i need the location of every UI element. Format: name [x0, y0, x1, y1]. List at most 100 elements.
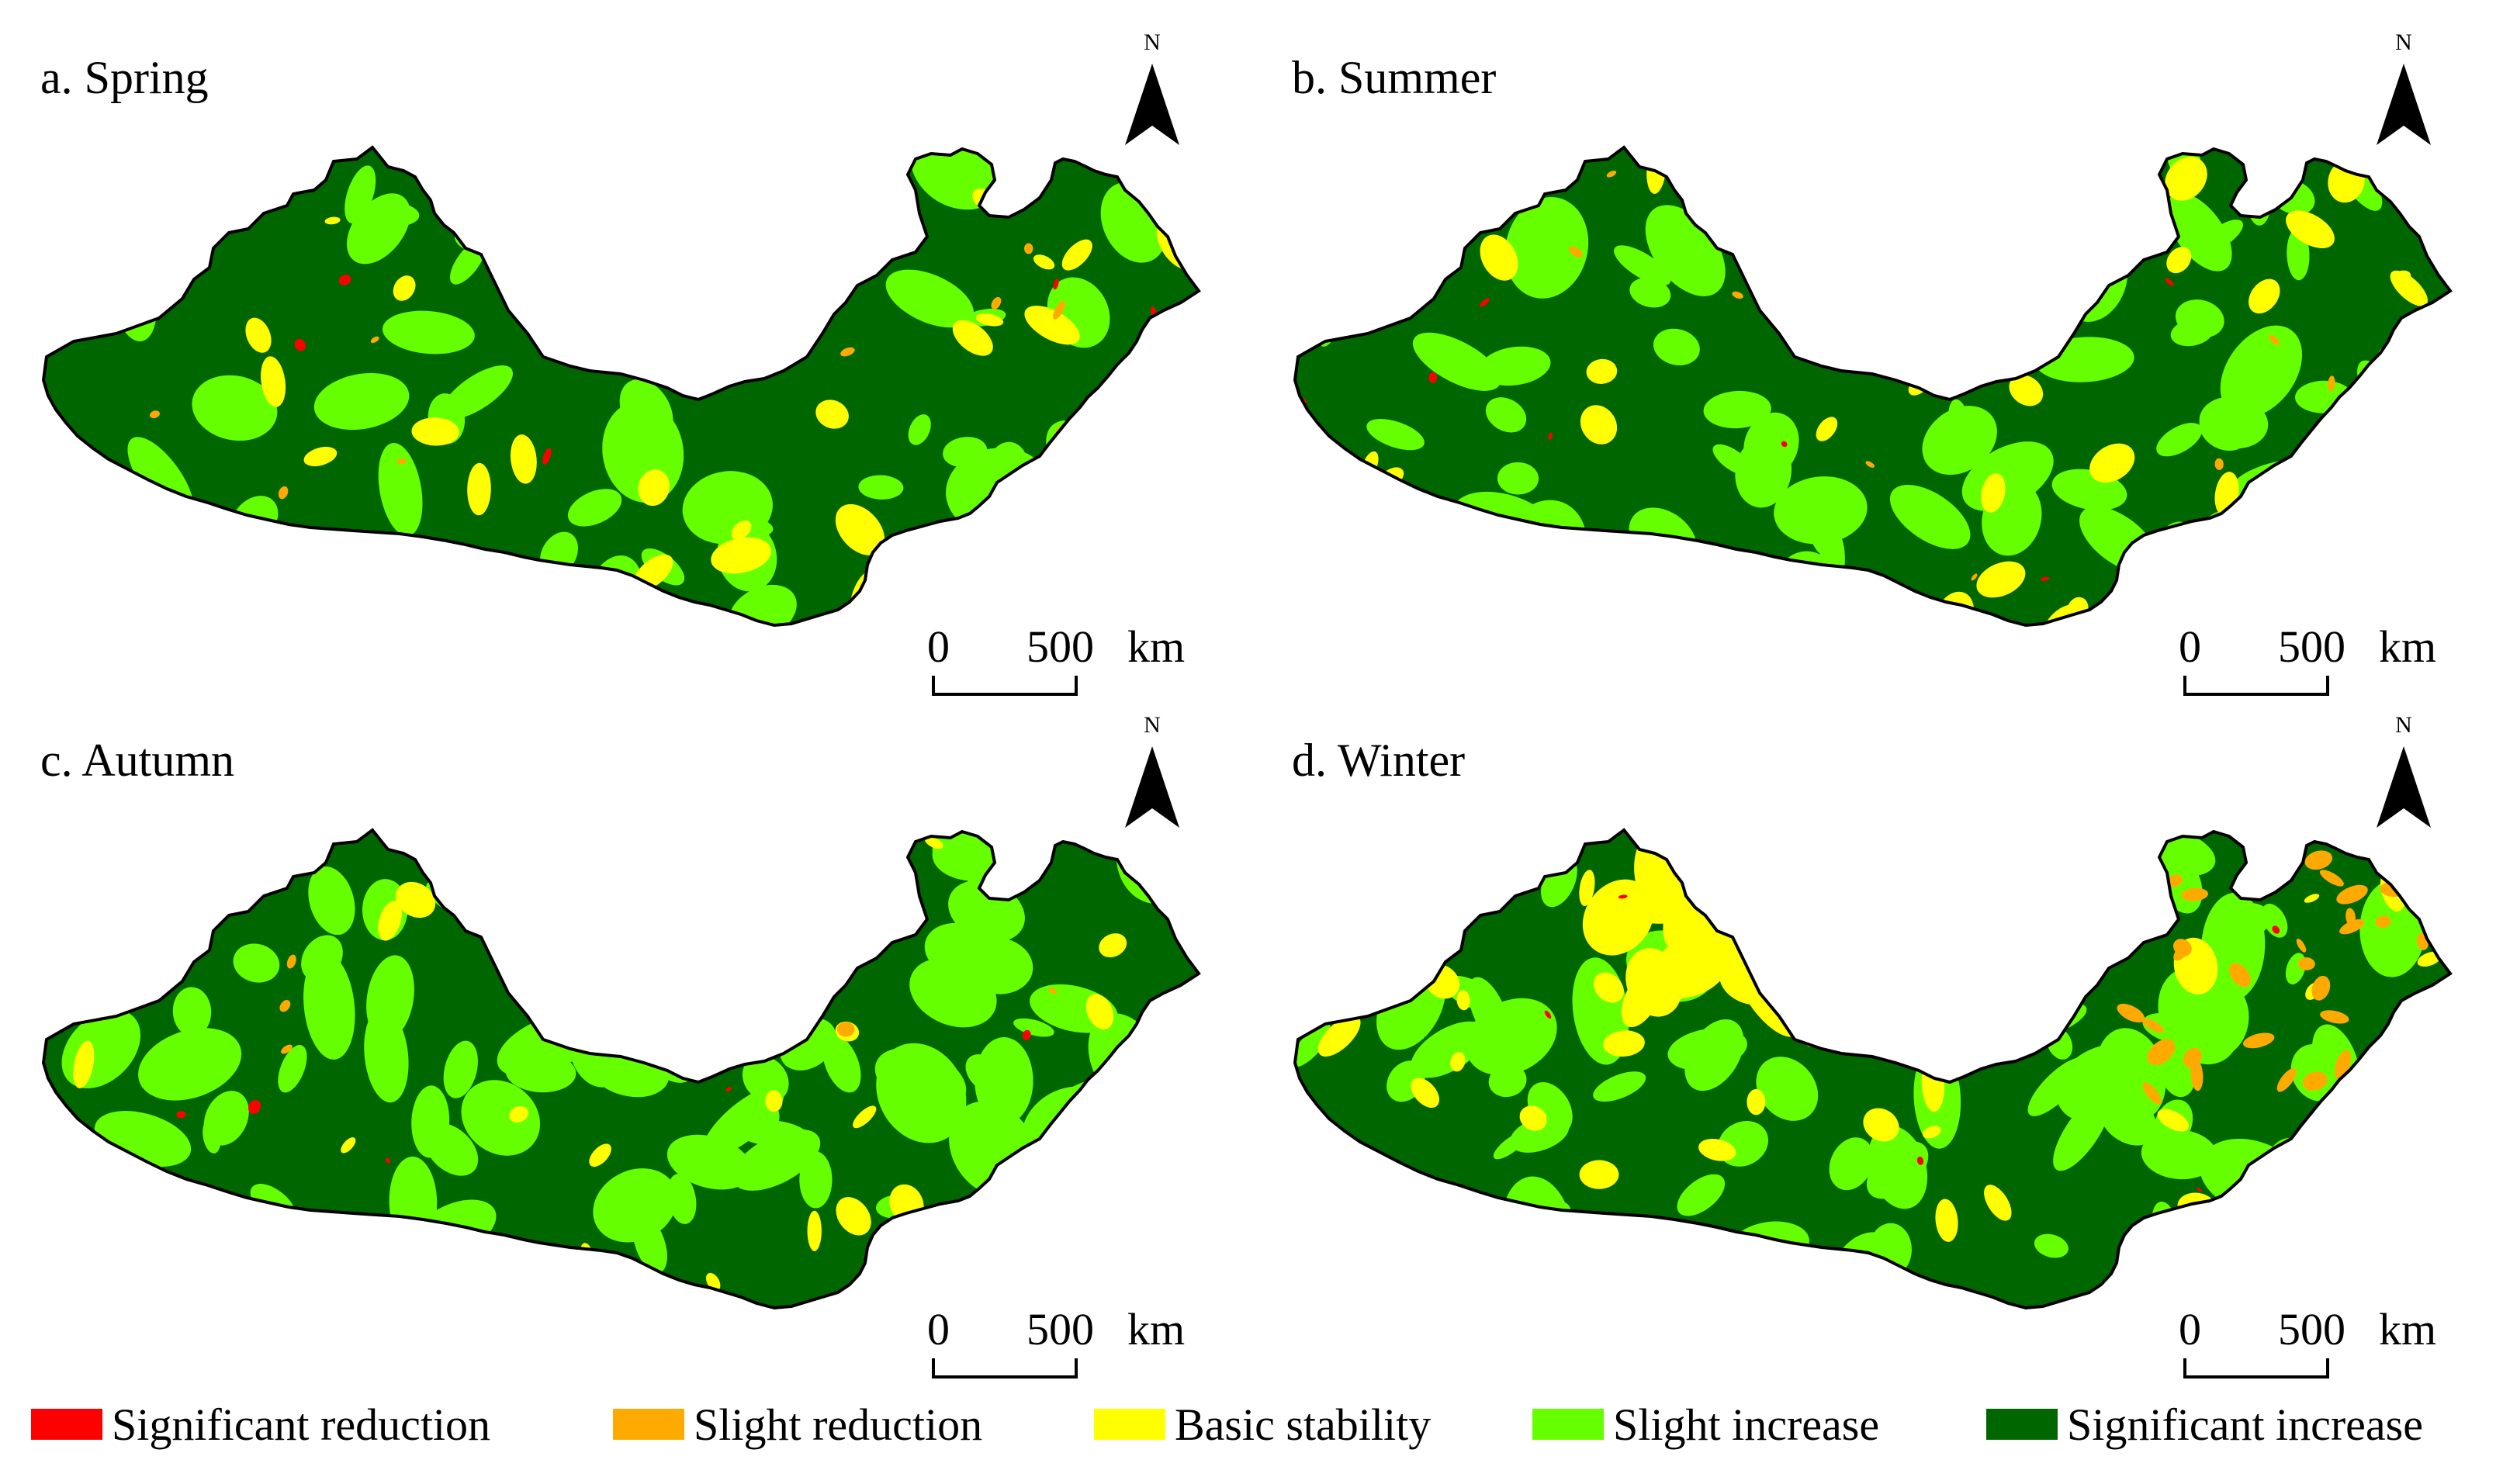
- patch-slight-reduction: [2067, 254, 2082, 268]
- panel-title: d. Winter: [1292, 735, 1466, 786]
- patch-slight-increase: [1988, 1019, 2017, 1046]
- patch-basic-stability: [411, 417, 459, 446]
- patch-basic-stability: [1519, 1105, 1547, 1131]
- patch-basic-stability: [1443, 1281, 1472, 1308]
- patch-slight-increase: [119, 905, 151, 943]
- patch-slight-increase: [1627, 555, 1699, 625]
- legend-swatch: [1986, 1409, 2058, 1440]
- patch-slight-reduction: [108, 1163, 116, 1172]
- legend-label: Significant reduction: [112, 1399, 491, 1450]
- patch-slight-increase: [1056, 1144, 1131, 1186]
- patch-significant-reduction: [74, 939, 85, 951]
- patch-slight-increase: [1465, 998, 1557, 1076]
- patch-slight-reduction: [2426, 389, 2431, 400]
- patch-slight-increase: [227, 560, 260, 596]
- patch-slight-increase: [1931, 147, 2035, 200]
- patch-slight-increase: [1134, 545, 1199, 590]
- north-letter: N: [1144, 29, 1161, 55]
- patch-slight-increase: [1593, 1071, 1646, 1102]
- patch-basic-stability: [467, 462, 491, 516]
- patch-slight-increase: [53, 875, 120, 928]
- patch-slight-reduction: [1048, 988, 1058, 995]
- patch-slight-increase: [461, 1080, 541, 1156]
- patch-slight-increase: [1885, 880, 1924, 908]
- patch-basic-stability: [2089, 443, 2135, 483]
- patch-basic-stability: [2334, 528, 2356, 541]
- patch-slight-increase: [1873, 147, 1937, 213]
- patch-slight-increase: [1764, 970, 1800, 994]
- patch-slight-reduction: [514, 202, 527, 211]
- patch-basic-stability: [324, 216, 341, 225]
- patch-basic-stability: [1698, 1138, 1736, 1161]
- patch-significant-reduction: [1781, 441, 1788, 448]
- patch-slight-increase: [1829, 1137, 1874, 1191]
- patch-significant-reduction: [2062, 152, 2072, 159]
- patch-slight-reduction: [1606, 171, 1617, 178]
- patch-slight-reduction: [281, 1044, 293, 1054]
- patch-slight-increase: [113, 209, 192, 275]
- patch-slight-increase: [909, 147, 1009, 210]
- patch-slight-reduction: [2269, 334, 2280, 345]
- patch-slight-increase: [411, 1085, 450, 1158]
- patch-basic-stability: [1863, 1108, 1899, 1142]
- patch-slight-reduction: [2181, 887, 2209, 901]
- patch-slight-increase: [1439, 863, 1477, 903]
- patch-significant-reduction: [1544, 1010, 1552, 1019]
- panel-title: b. Summer: [1292, 52, 1497, 103]
- patch-slight-increase: [1857, 192, 1939, 230]
- north-arrow: N: [2369, 714, 2439, 838]
- patch-basic-stability: [807, 1210, 822, 1251]
- patch-slight-increase: [1841, 830, 1906, 878]
- patch-slight-increase: [1130, 506, 1162, 534]
- patch-slight-reduction: [2141, 1018, 2165, 1033]
- patch-slight-increase: [1889, 484, 1971, 549]
- region-fill: [1295, 830, 2450, 1308]
- patch-slight-increase: [1493, 1131, 1528, 1160]
- patch-slight-increase: [1342, 508, 1446, 596]
- patch-slight-increase: [1906, 1019, 1962, 1053]
- patch-significant-reduction: [562, 850, 576, 860]
- patch-basic-stability: [1345, 1174, 1362, 1186]
- patch-significant-reduction: [1172, 548, 1186, 564]
- patch-significant-reduction: [385, 1157, 391, 1164]
- patch-slight-reduction: [286, 954, 296, 969]
- patch-slight-increase: [278, 1045, 307, 1093]
- patch-significant-reduction: [58, 589, 66, 593]
- patch-significant-reduction: [725, 1087, 732, 1092]
- patch-slight-increase: [1412, 332, 1501, 391]
- patch-significant-reduction: [1389, 288, 1403, 299]
- patch-basic-stability: [1981, 473, 2006, 513]
- legend-swatch: [1094, 1409, 1165, 1440]
- patch-basic-stability: [532, 283, 560, 333]
- patch-slight-reduction: [931, 1248, 944, 1259]
- patch-slight-reduction: [2142, 1082, 2162, 1105]
- patch-basic-stability: [611, 286, 646, 330]
- patch-basic-stability: [1816, 417, 1838, 441]
- patch-slight-reduction: [2215, 532, 2228, 543]
- patch-basic-stability: [2033, 164, 2043, 181]
- patch-slight-reduction: [396, 458, 407, 465]
- patch-slight-increase: [975, 510, 1005, 559]
- patch-basic-stability: [2169, 535, 2202, 583]
- patch-slight-increase: [649, 210, 663, 247]
- patch-slight-increase: [1329, 157, 1389, 235]
- patch-basic-stability: [1661, 937, 1728, 971]
- patch-basic-stability: [1490, 1212, 1523, 1239]
- patch-slight-increase: [1614, 245, 1671, 286]
- patch-basic-stability: [1579, 1160, 1619, 1189]
- patch-slight-increase: [885, 269, 974, 328]
- patch-slight-increase: [590, 327, 622, 365]
- patch-slight-increase: [2302, 1142, 2362, 1191]
- patch-slight-increase: [1113, 562, 1150, 590]
- patch-slight-increase: [798, 849, 865, 947]
- patch-slight-increase: [1712, 444, 1753, 476]
- patch-slight-increase: [1129, 367, 1171, 403]
- scale-bar: 0 500 km: [2179, 1307, 2458, 1400]
- patch-slight-increase: [1497, 462, 1539, 495]
- patch-slight-increase: [483, 1260, 563, 1308]
- patch-basic-stability: [446, 1245, 481, 1292]
- patch-slight-increase: [1677, 1174, 1726, 1216]
- patch-basic-stability: [73, 1040, 95, 1088]
- panel-title: c. Autumn: [40, 735, 234, 786]
- patch-slight-increase: [1407, 1188, 1473, 1243]
